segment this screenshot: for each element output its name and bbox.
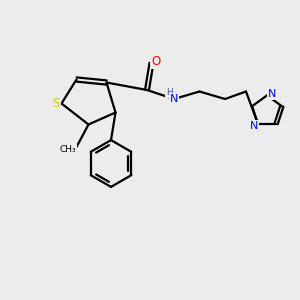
Text: N: N [250,121,258,131]
Text: H: H [166,88,173,97]
Text: O: O [152,55,160,68]
Text: N: N [170,94,178,104]
Text: N: N [268,89,277,99]
Text: S: S [52,97,60,110]
Text: CH₃: CH₃ [60,145,76,154]
